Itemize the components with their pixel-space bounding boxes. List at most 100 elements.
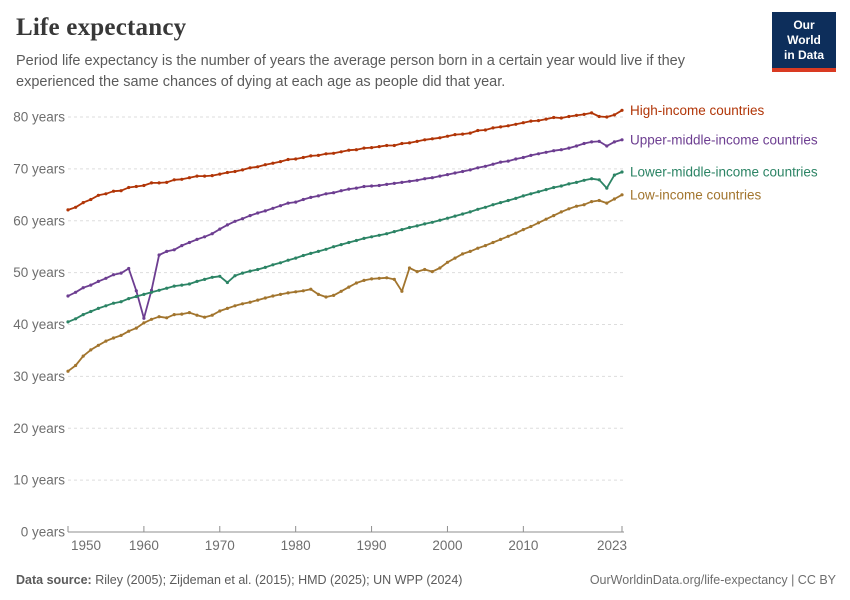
data-point: [225, 170, 229, 175]
data-point: [165, 249, 169, 253]
data-point: [567, 182, 571, 186]
data-point: [461, 252, 465, 256]
data-point: [415, 224, 419, 228]
data-point: [339, 243, 343, 247]
x-tick-label-2000: 2000: [432, 538, 462, 553]
data-point: [271, 263, 275, 267]
data-point: [240, 217, 245, 221]
legend-label-lower-middle-income-countries[interactable]: Lower-middle-income countries: [630, 164, 818, 179]
data-point: [248, 166, 252, 170]
data-point: [127, 185, 131, 190]
data-point: [370, 146, 374, 150]
data-point: [218, 309, 222, 313]
data-point: [552, 149, 556, 153]
data-point: [559, 184, 563, 188]
data-point: [119, 300, 123, 304]
data-point: [415, 270, 419, 274]
data-point: [263, 209, 267, 213]
data-point: [225, 280, 229, 285]
data-point: [218, 172, 222, 176]
y-tick-label-70: 70 years: [13, 161, 65, 176]
data-point: [597, 178, 601, 182]
data-point: [233, 274, 237, 278]
data-point: [248, 214, 252, 218]
data-point: [96, 193, 100, 197]
data-point: [149, 317, 154, 321]
data-point: [605, 115, 609, 119]
owid-logo-accent-bar: [772, 68, 836, 72]
data-point: [468, 168, 472, 172]
data-point: [582, 178, 586, 182]
data-point: [438, 136, 442, 140]
data-point: [529, 192, 533, 196]
data-point: [362, 184, 366, 189]
data-point: [165, 180, 169, 184]
x-tick-label-1970: 1970: [205, 538, 235, 553]
data-point: [544, 217, 548, 221]
data-point: [294, 290, 298, 294]
data-point: [514, 196, 518, 200]
data-point: [445, 173, 450, 177]
legend-label-low-income-countries[interactable]: Low-income countries: [630, 187, 762, 202]
data-point: [430, 220, 434, 224]
data-point: [453, 256, 457, 260]
data-point: [582, 112, 586, 116]
data-point: [620, 138, 624, 142]
data-point: [620, 108, 624, 112]
y-tick-label-40: 40 years: [13, 317, 65, 332]
legend-label-upper-middle-income-countries[interactable]: Upper-middle-income countries: [630, 132, 818, 147]
data-point: [142, 316, 146, 320]
y-tick-label-20: 20 years: [13, 421, 65, 436]
data-point: [559, 148, 563, 152]
data-point: [574, 204, 579, 208]
data-point: [590, 140, 594, 144]
data-point: [309, 154, 313, 158]
data-point: [461, 169, 465, 174]
data-point: [612, 113, 617, 117]
data-point: [286, 201, 290, 205]
data-point: [377, 183, 381, 188]
data-point: [248, 269, 252, 273]
data-point: [74, 363, 78, 368]
data-point: [309, 195, 313, 199]
data-point: [438, 266, 442, 270]
series-line-lower-middle-income-countries: [67, 171, 623, 323]
data-point: [278, 261, 283, 265]
data-point: [597, 139, 601, 143]
data-point: [521, 194, 525, 198]
data-point: [210, 232, 214, 236]
data-point: [347, 285, 351, 289]
data-point: [134, 289, 138, 293]
data-point: [415, 139, 419, 143]
data-point: [339, 189, 343, 193]
data-point: [400, 289, 404, 293]
data-point: [612, 140, 617, 144]
legend-label-high-income-countries[interactable]: High-income countries: [630, 103, 765, 118]
data-point: [301, 289, 305, 293]
data-point: [256, 165, 260, 169]
data-point: [286, 157, 290, 162]
data-point: [582, 141, 586, 146]
owid-logo[interactable]: Our World in Data: [772, 12, 836, 72]
data-point: [461, 212, 465, 216]
data-point: [536, 119, 541, 123]
data-point: [66, 320, 70, 324]
data-point: [111, 301, 116, 305]
footer-citation-link[interactable]: OurWorldinData.org/life-expectancy | CC …: [589, 573, 836, 587]
data-point: [423, 138, 427, 142]
data-point: [483, 244, 487, 248]
data-point: [567, 207, 571, 211]
y-tick-label-0: 0 years: [21, 525, 66, 540]
x-tick-label-1950: 1950: [71, 538, 101, 553]
data-point: [324, 152, 328, 156]
data-point: [476, 128, 480, 133]
x-tick-label-2023: 2023: [597, 538, 627, 553]
data-point: [172, 178, 176, 182]
data-point: [453, 133, 457, 137]
data-point: [521, 121, 525, 125]
data-point: [180, 244, 184, 248]
data-point: [89, 197, 93, 202]
data-point: [316, 292, 320, 296]
